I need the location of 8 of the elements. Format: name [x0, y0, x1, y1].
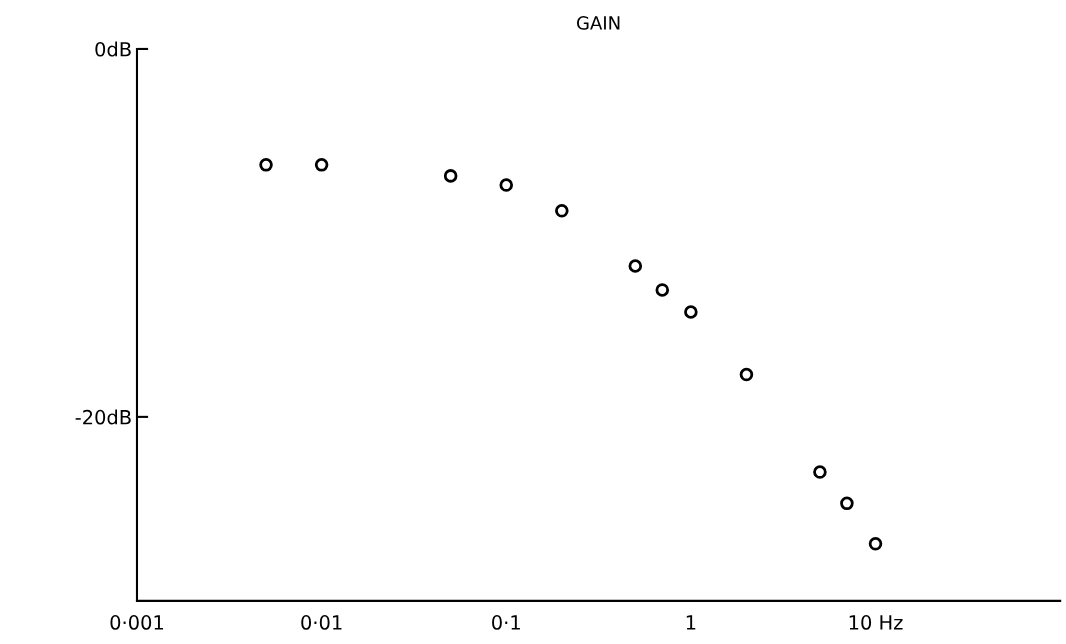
- x-tick-label: 10 Hz: [849, 615, 903, 630]
- chart-title: GAIN: [576, 16, 620, 30]
- x-tick-label: 0·001: [110, 615, 164, 630]
- y-tick-label: -20dB: [75, 409, 131, 425]
- x-tick-label: 1: [686, 615, 696, 630]
- x-tick-label: 0·01: [301, 615, 342, 630]
- x-tick-label: 0·1: [492, 615, 520, 630]
- y-tick-label: 0dB: [95, 41, 131, 57]
